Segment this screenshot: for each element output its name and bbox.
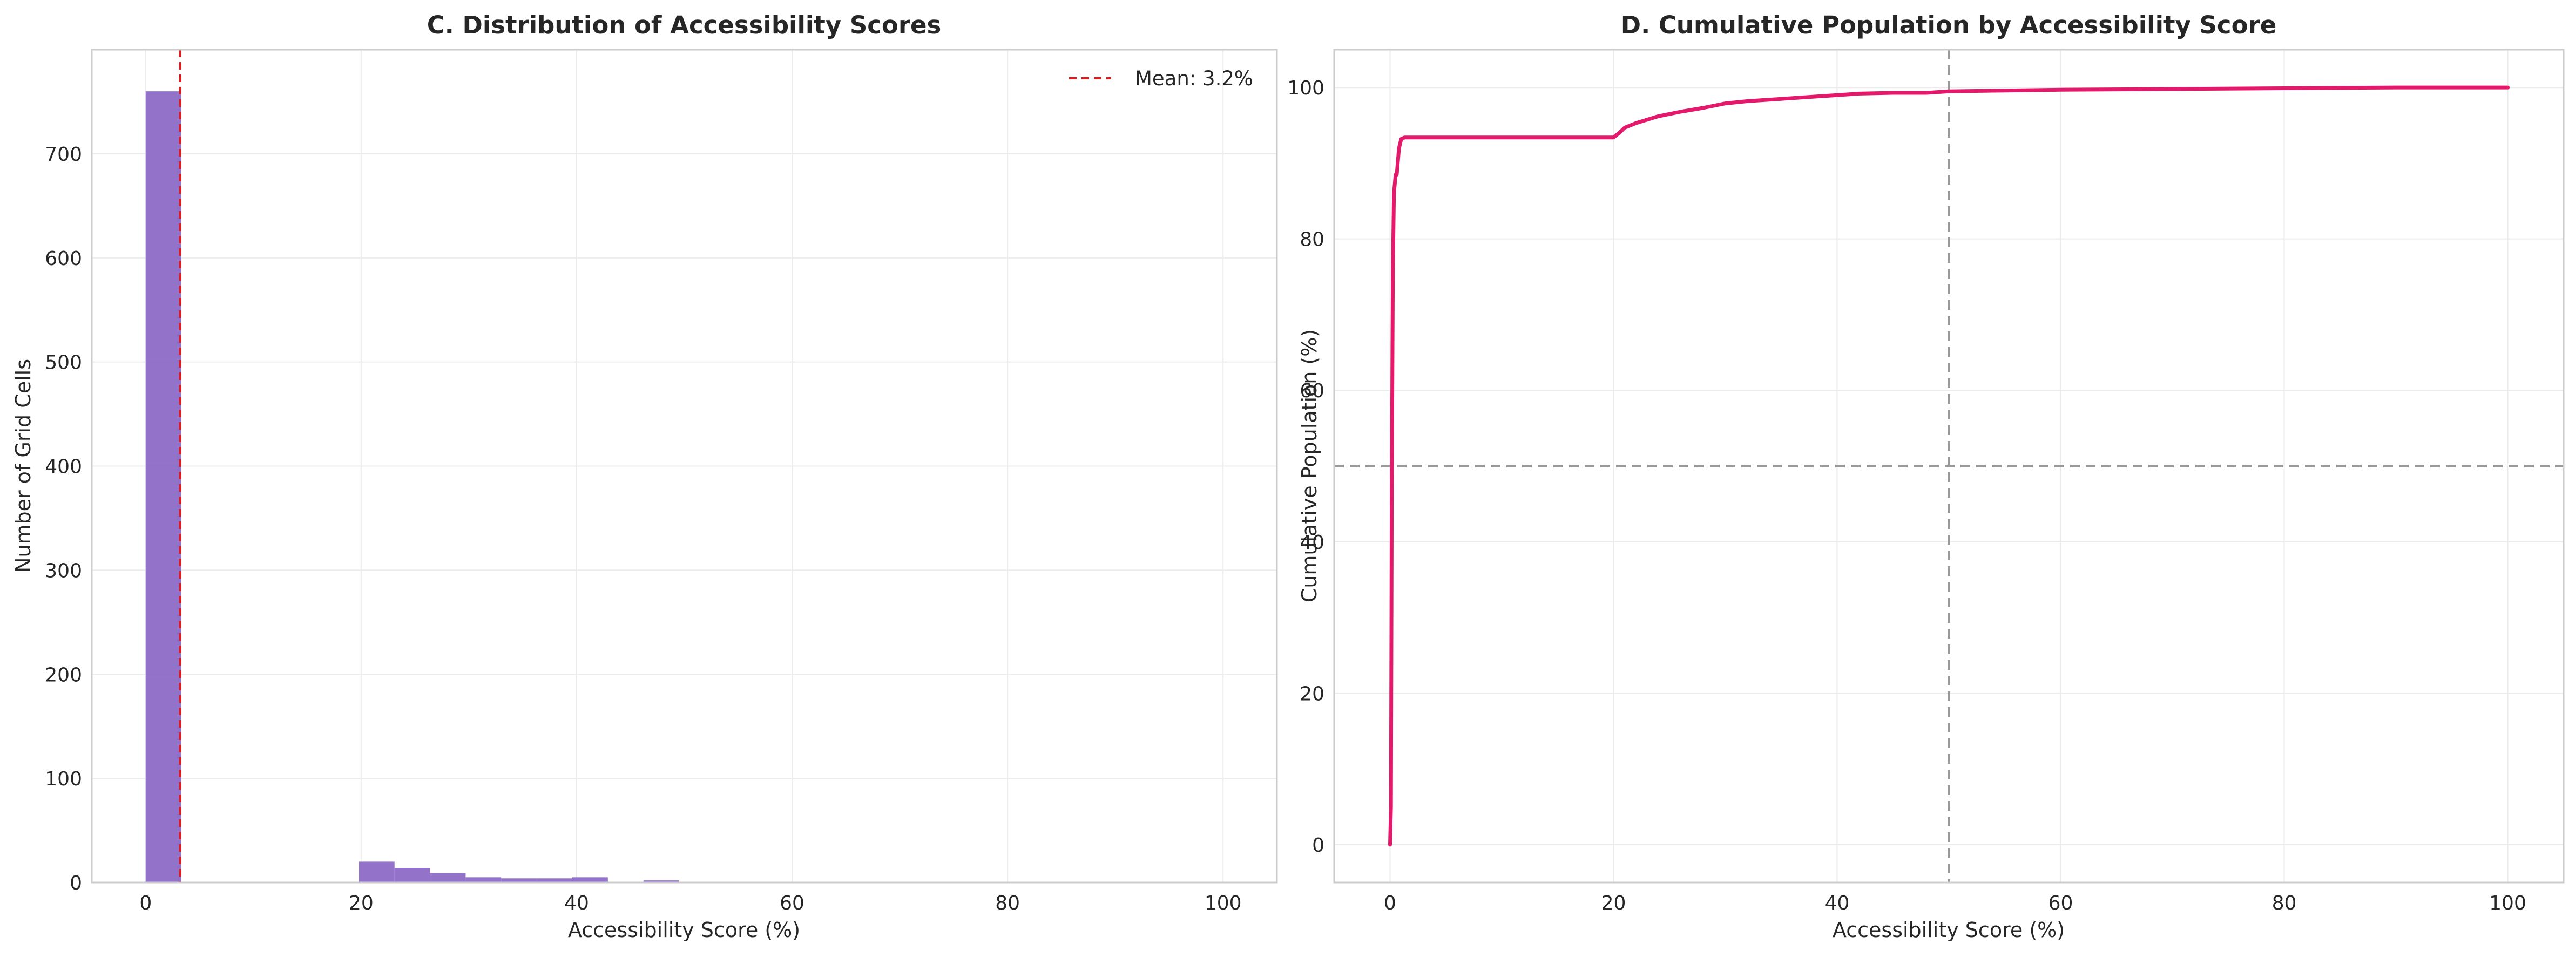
panel-c-frame (91, 49, 1278, 884)
x-tick-label: 0 (139, 892, 152, 914)
x-tick-label: 100 (1205, 892, 1242, 914)
histogram-bar (572, 877, 608, 883)
histogram-bar (430, 873, 466, 883)
histogram-bar (643, 880, 679, 883)
y-tick-label: 60 (1300, 380, 1324, 402)
panel-d-cumulative-curve: 0 20 40 60 80 100 0 20 40 60 80 100 D. Cumulative P… (1287, 11, 2565, 942)
cumulative-population-line (1388, 85, 2510, 847)
panel-d-ticks: 0 20 40 60 80 100 0 20 40 60 80 100 (1287, 77, 2526, 914)
histogram-bar (465, 877, 502, 883)
histogram-bar (537, 878, 572, 883)
y-tick-label: 80 (1300, 229, 1324, 251)
x-tick-label: 80 (2272, 892, 2297, 914)
panel-d-frame (1333, 49, 2565, 884)
y-tick-label: 400 (45, 456, 82, 478)
y-tick-label: 700 (45, 144, 82, 166)
histogram-bar (394, 867, 430, 883)
panel-d-x-axis-label: Accessibility Score (%) (1833, 918, 2065, 942)
panel-c-y-axis-label: Number of Grid Cells (11, 359, 35, 573)
histogram-bar (145, 91, 181, 883)
x-tick-label: 100 (2489, 892, 2526, 914)
y-tick-label: 600 (45, 248, 82, 270)
panel-c-ticks: 0 20 40 60 80 100 0 100 200 300 400 500 600 700 (45, 144, 1241, 914)
y-tick-label: 300 (45, 560, 82, 582)
x-tick-label: 40 (1825, 892, 1850, 914)
y-tick-label: 0 (1312, 834, 1324, 857)
y-tick-label: 40 (1300, 532, 1324, 554)
histogram-bar (501, 878, 537, 883)
x-tick-label: 40 (564, 892, 589, 914)
y-tick-label: 0 (70, 872, 82, 894)
histogram-bar (359, 861, 395, 883)
y-tick-label: 20 (1300, 683, 1324, 705)
panel-c-x-axis-label: Accessibility Score (%) (568, 918, 800, 942)
panel-c-histogram: 0 20 40 60 80 100 0 100 200 300 400 500 600 700 C. Di… (11, 11, 1278, 942)
x-tick-label: 0 (1384, 892, 1396, 914)
x-tick-label: 20 (349, 892, 374, 914)
panel-c-title: C. Distribution of Accessibility Scores (427, 11, 942, 39)
y-tick-label: 100 (45, 768, 82, 790)
x-tick-label: 20 (1601, 892, 1626, 914)
x-tick-label: 60 (2048, 892, 2073, 914)
y-tick-label: 200 (45, 664, 82, 686)
panel-c-legend: Mean: 3.2% (1069, 67, 1253, 90)
x-tick-label: 80 (995, 892, 1020, 914)
panel-c-grid (92, 50, 1277, 883)
y-tick-label: 100 (1287, 77, 1324, 99)
legend-mean-label: Mean: 3.2% (1135, 67, 1253, 90)
x-tick-label: 60 (780, 892, 804, 914)
y-tick-label: 500 (45, 352, 82, 374)
panel-c-bars (145, 91, 679, 883)
panel-d-title: D. Cumulative Population by Accessibilit… (1621, 11, 2276, 39)
panel-d-y-axis-label: Cumulative Population (%) (1297, 329, 1321, 602)
